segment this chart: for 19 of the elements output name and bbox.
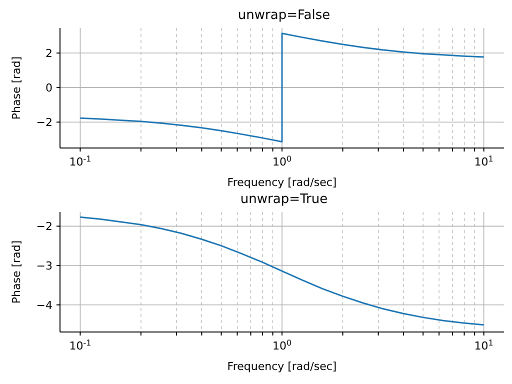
y-tick-label: −2 <box>36 220 52 234</box>
line-series <box>79 216 485 326</box>
y-axis-title: Phase [rad] <box>10 240 23 304</box>
x-tick-label: 10$^{0}$ <box>272 154 292 168</box>
x-tick-label: 10$^{-1}$ <box>69 154 92 168</box>
x-tick-label: 10$^{1}$ <box>474 338 494 352</box>
y-tick-label: −3 <box>36 260 52 273</box>
x-tick-label: 10$^{0}$ <box>272 338 292 352</box>
y-tick-label: −2 <box>36 116 52 130</box>
y-tick-label: 2 <box>46 47 52 60</box>
y-axis-title: Phase [rad] <box>10 56 23 120</box>
y-tick-label: 0 <box>46 82 52 95</box>
y-tick-label: −4 <box>36 298 52 312</box>
chart-title: unwrap=False <box>236 8 332 23</box>
chart-title: unwrap=True <box>239 192 329 207</box>
x-axis-title: Frequency [rad/sec] <box>227 360 337 373</box>
x-tick-label: 10$^{1}$ <box>474 154 494 168</box>
x-tick-label: 10$^{-1}$ <box>69 338 92 352</box>
x-axis-title: Frequency [rad/sec] <box>227 176 337 189</box>
